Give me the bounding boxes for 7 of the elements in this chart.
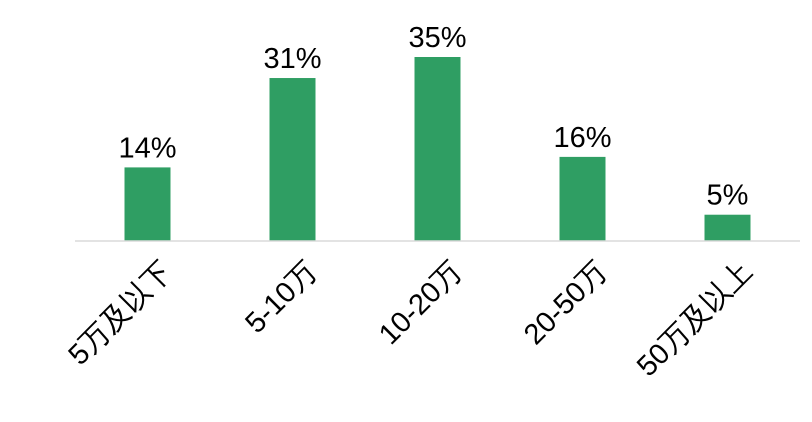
data-label: 5% — [706, 180, 748, 212]
data-label: 35% — [408, 22, 467, 54]
data-label: 16% — [553, 122, 612, 154]
x-tick-label: 5万及以下 — [62, 255, 179, 372]
data-label: 14% — [118, 132, 177, 164]
data-label: 31% — [263, 43, 322, 76]
x-tick-label: 50万及以上 — [631, 255, 759, 383]
